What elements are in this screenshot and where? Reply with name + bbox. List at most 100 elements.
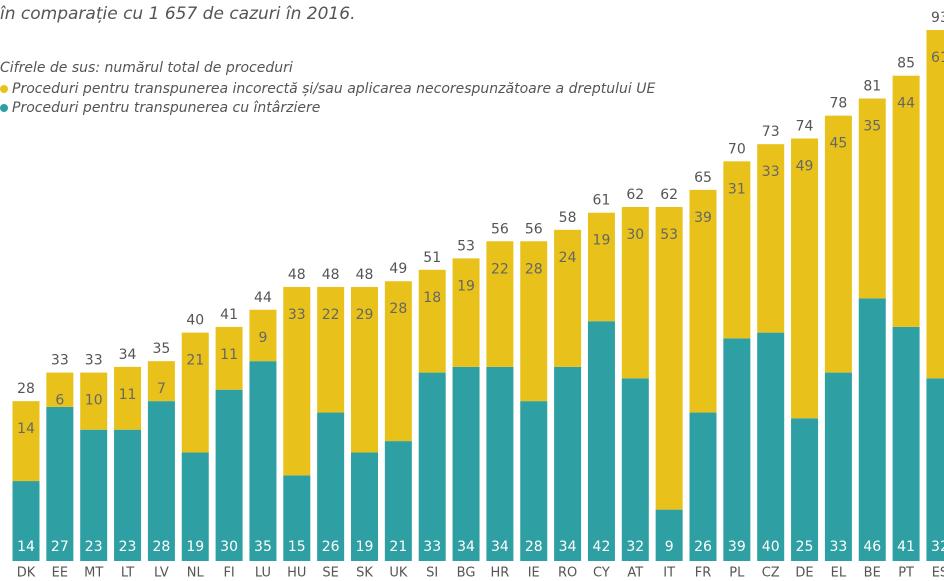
bar-segment (587, 212, 615, 322)
value-label: 27 (51, 539, 69, 555)
bar-segment (351, 286, 378, 453)
bar-segment (46, 406, 74, 561)
value-label: 46 (863, 539, 881, 555)
bar-segment (824, 115, 852, 373)
value-label: 42 (593, 539, 611, 555)
bar-segment (655, 509, 683, 561)
bar-segment (249, 309, 277, 362)
bar-segment (215, 389, 243, 561)
x-tick-label: CY (593, 566, 610, 581)
bar-segment (791, 138, 819, 419)
x-tick-label: EL (831, 566, 847, 581)
value-label: 53 (660, 227, 678, 243)
x-tick-label: PL (729, 566, 745, 581)
bar-segment (689, 189, 717, 413)
x-tick-label: SE (322, 566, 338, 581)
value-label: 30 (626, 227, 644, 243)
value-label: 19 (457, 278, 475, 294)
bar-segment (418, 269, 446, 373)
total-label: 61 (593, 193, 611, 209)
bar-segment (520, 241, 548, 402)
total-label: 28 (17, 381, 35, 397)
value-label: 24 (559, 250, 577, 266)
x-tick-label: UK (389, 566, 408, 581)
total-label: 73 (762, 124, 780, 140)
total-label: 62 (626, 187, 644, 203)
value-label: 33 (762, 164, 780, 180)
total-label: 48 (356, 267, 374, 283)
bar-segment (757, 144, 785, 333)
bar-segment (249, 361, 277, 561)
bar-segment (520, 401, 548, 561)
bar-segment (147, 401, 175, 561)
x-tick-label: IT (663, 566, 675, 581)
x-tick-label: SK (356, 566, 373, 581)
total-label: 58 (559, 210, 577, 226)
bar-segment (621, 207, 649, 379)
value-label: 19 (356, 539, 374, 555)
value-label: 9 (258, 330, 267, 346)
value-label: 49 (796, 158, 814, 174)
bar-segment (12, 481, 40, 561)
value-label: 28 (152, 539, 170, 555)
total-label: 53 (457, 238, 475, 254)
value-label: 23 (85, 539, 103, 555)
total-label: 48 (288, 267, 306, 283)
value-label: 34 (559, 539, 577, 555)
value-label: 28 (525, 539, 543, 555)
x-tick-label: ES (932, 566, 944, 581)
bar-segment (926, 30, 944, 379)
total-label: 78 (829, 96, 847, 112)
total-label: 48 (322, 267, 340, 283)
x-tick-label: BE (864, 566, 881, 581)
x-tick-label: SI (426, 566, 438, 581)
x-tick-label: RO (558, 566, 577, 581)
bar-segment (317, 286, 345, 413)
total-label: 35 (152, 341, 170, 357)
total-label: 41 (220, 307, 238, 323)
value-label: 21 (186, 353, 204, 369)
value-label: 34 (491, 539, 509, 555)
bar-segment (858, 98, 886, 299)
bar-segment (452, 258, 480, 367)
value-label: 35 (863, 119, 881, 135)
value-label: 39 (728, 539, 746, 555)
bar-segment (215, 326, 243, 390)
total-label: 74 (796, 118, 814, 134)
total-label: 62 (660, 187, 678, 203)
value-label: 41 (897, 539, 915, 555)
x-tick-label: LT (121, 566, 134, 581)
bar-segment (351, 452, 378, 561)
value-label: 34 (457, 539, 475, 555)
value-label: 23 (119, 539, 137, 555)
value-label: 21 (389, 539, 407, 555)
bar-segment (554, 366, 582, 561)
x-tick-label: FR (695, 566, 712, 581)
x-tick-label: CZ (762, 566, 780, 581)
value-label: 22 (491, 261, 509, 277)
legend-marker (0, 85, 8, 93)
value-label: 44 (897, 96, 915, 112)
value-label: 7 (157, 381, 166, 397)
bar-segment (757, 332, 785, 561)
value-label: 45 (829, 136, 847, 152)
bar-segment (114, 429, 142, 561)
bar-segment (147, 361, 175, 402)
bar-segment (80, 429, 108, 561)
x-tick-label: FI (223, 566, 234, 581)
bar-segment (621, 378, 649, 561)
bar-segment (418, 372, 446, 561)
total-label: 70 (728, 141, 746, 157)
bar-segment (283, 286, 311, 476)
bar-segment (723, 338, 751, 561)
total-label: 51 (423, 250, 441, 266)
bar-segment (554, 229, 582, 367)
x-tick-label: DK (17, 566, 36, 581)
value-label: 6 (55, 393, 64, 409)
bar-segment (384, 441, 412, 561)
value-label: 35 (254, 539, 272, 555)
x-tick-label: HU (287, 566, 306, 581)
bar-segment (926, 378, 944, 561)
x-tick-label: IE (528, 566, 540, 581)
